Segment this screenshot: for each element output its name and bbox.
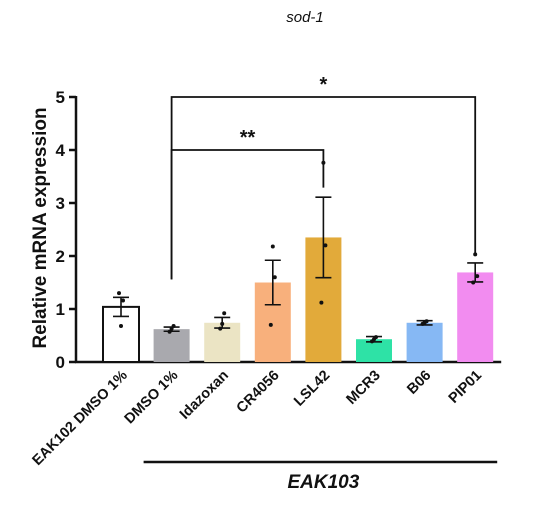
significance-label: * (320, 74, 328, 96)
y-tick-label: 5 (56, 88, 65, 107)
bar (356, 339, 392, 362)
x-tick-label: PIP01 (446, 368, 485, 407)
bars (102, 160, 494, 364)
group-label: EAK103 (287, 472, 359, 493)
data-point (471, 280, 476, 285)
bar (153, 329, 190, 362)
y-axis-ticks: 0 1 2 3 4 5 (56, 88, 76, 372)
data-point (270, 244, 275, 249)
y-tick-label: 2 (56, 247, 65, 266)
data-point (218, 326, 223, 331)
data-point (121, 298, 125, 303)
data-point (167, 329, 172, 334)
y-tick-label: 1 (56, 300, 65, 319)
x-tick-label: EAK102 DMSO 1% (29, 367, 130, 468)
x-axis-tick-labels: EAK102 DMSO 1%DMSO 1%Idazoxan CR4056 LSL42… (29, 367, 485, 468)
significance-brackets: *** (170, 74, 477, 280)
y-tick-label: 0 (56, 353, 65, 372)
x-tick-label: Idazoxan (177, 368, 232, 423)
bar (406, 322, 443, 362)
x-tick-label: LSL42 (291, 368, 333, 410)
data-point (171, 323, 176, 328)
data-point (220, 321, 225, 326)
significance-label: ** (240, 127, 256, 149)
significance-bracket (170, 149, 325, 280)
data-point (222, 311, 227, 316)
significance-bracket (170, 96, 477, 280)
data-point (475, 274, 480, 279)
data-point (119, 323, 123, 328)
x-tick-label: B06 (404, 368, 434, 398)
x-tick-label: DMSO 1% (122, 367, 182, 427)
y-tick-label: 3 (56, 194, 65, 213)
data-point (473, 252, 478, 257)
data-point (268, 322, 273, 327)
bar (457, 272, 494, 362)
x-tick-label: CR4056 (234, 368, 283, 417)
y-tick-label: 4 (56, 141, 66, 160)
chart-title: sod-1 (286, 9, 324, 26)
data-point (424, 319, 429, 324)
data-point (117, 291, 121, 296)
bar (204, 322, 241, 362)
data-point (319, 300, 324, 305)
x-tick-label: MCR3 (343, 368, 383, 408)
y-axis-label: Relative mRNA expression (30, 107, 51, 348)
data-point (272, 275, 277, 280)
data-point (323, 243, 328, 248)
data-point (374, 335, 378, 340)
